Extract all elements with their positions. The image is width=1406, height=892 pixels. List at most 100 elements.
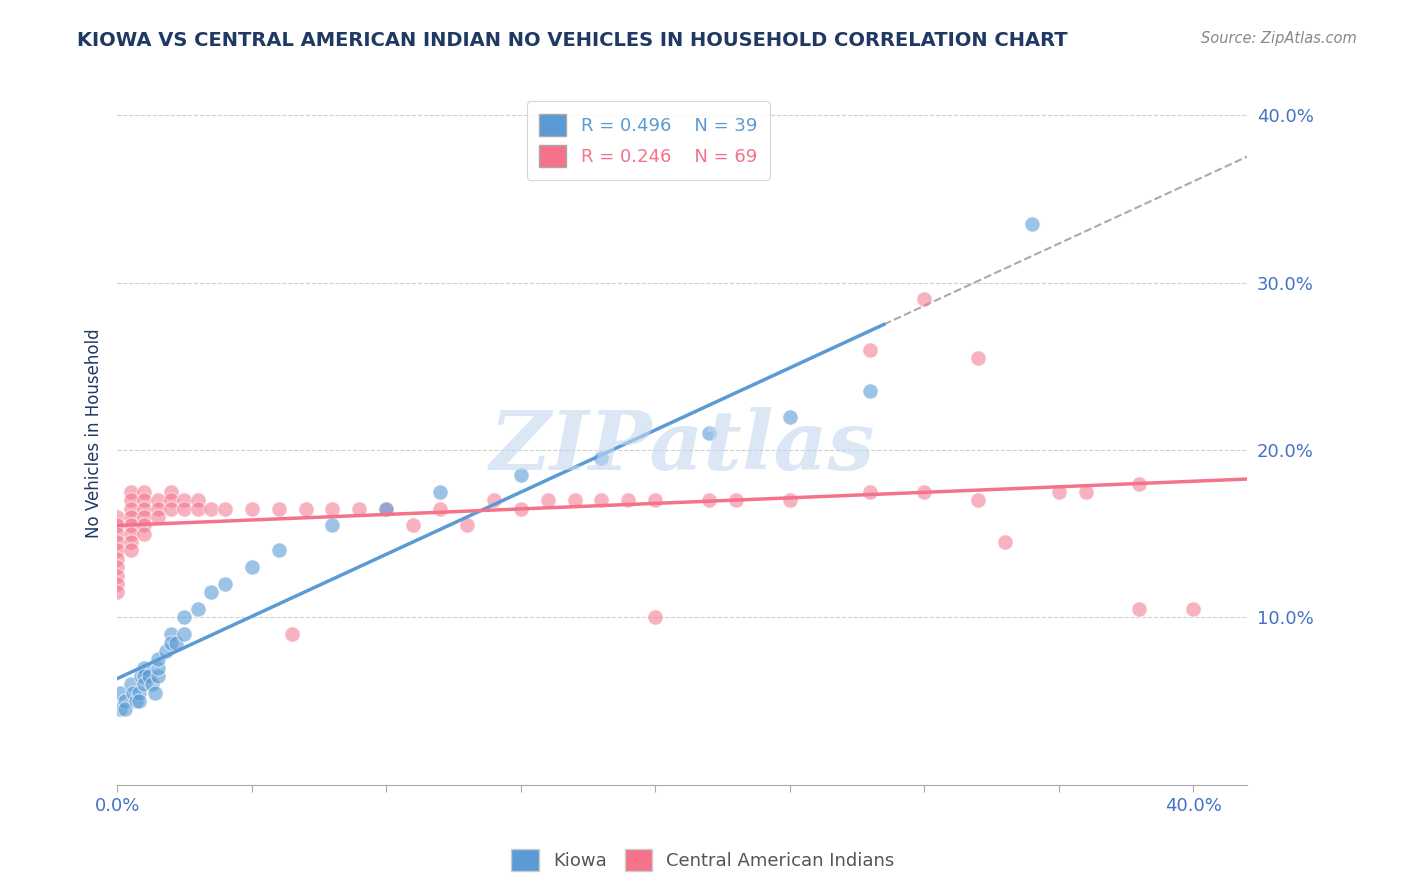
Point <box>912 484 935 499</box>
Point <box>146 510 169 524</box>
Point <box>859 384 882 399</box>
Y-axis label: No Vehicles in Household: No Vehicles in Household <box>86 328 103 538</box>
Point <box>509 468 531 483</box>
Text: ZIPatlas: ZIPatlas <box>489 408 875 487</box>
Point <box>155 644 177 658</box>
Point <box>120 518 142 533</box>
Point <box>644 610 666 624</box>
Point <box>429 484 451 499</box>
Point <box>141 677 163 691</box>
Point <box>160 484 183 499</box>
Point <box>173 501 195 516</box>
Point <box>132 660 155 674</box>
Point <box>160 627 183 641</box>
Point <box>120 501 142 516</box>
Point <box>114 702 136 716</box>
Legend: Kiowa, Central American Indians: Kiowa, Central American Indians <box>505 842 901 879</box>
Point <box>1182 602 1205 616</box>
Point <box>375 501 398 516</box>
Point <box>859 484 882 499</box>
Point <box>967 493 990 508</box>
Point <box>779 409 801 424</box>
Point <box>132 484 155 499</box>
Point <box>132 677 155 691</box>
Point <box>240 501 263 516</box>
Point <box>160 493 183 508</box>
Point <box>108 686 131 700</box>
Point <box>591 493 613 508</box>
Point <box>143 686 166 700</box>
Point <box>132 526 155 541</box>
Point <box>105 585 128 599</box>
Point <box>321 518 343 533</box>
Point <box>536 493 558 508</box>
Point <box>349 501 371 516</box>
Point <box>105 526 128 541</box>
Point <box>591 451 613 466</box>
Point <box>160 501 183 516</box>
Point <box>132 493 155 508</box>
Point <box>131 669 153 683</box>
Point <box>146 501 169 516</box>
Point <box>214 501 236 516</box>
Point <box>187 602 209 616</box>
Point <box>214 577 236 591</box>
Point <box>1021 217 1043 231</box>
Point <box>429 501 451 516</box>
Point <box>267 501 290 516</box>
Point <box>120 677 142 691</box>
Point <box>912 293 935 307</box>
Point <box>187 493 209 508</box>
Point <box>105 535 128 549</box>
Point <box>105 518 128 533</box>
Point <box>456 518 478 533</box>
Point <box>1074 484 1097 499</box>
Point <box>146 493 169 508</box>
Point <box>105 543 128 558</box>
Text: KIOWA VS CENTRAL AMERICAN INDIAN NO VEHICLES IN HOUSEHOLD CORRELATION CHART: KIOWA VS CENTRAL AMERICAN INDIAN NO VEHI… <box>77 31 1069 50</box>
Point <box>644 493 666 508</box>
Point <box>617 493 640 508</box>
Point <box>132 669 155 683</box>
Point <box>724 493 747 508</box>
Point <box>967 351 990 365</box>
Point <box>128 686 150 700</box>
Point <box>187 501 209 516</box>
Point <box>128 694 150 708</box>
Point <box>509 501 531 516</box>
Point <box>105 568 128 582</box>
Point <box>697 493 720 508</box>
Point <box>132 510 155 524</box>
Point <box>132 518 155 533</box>
Point <box>402 518 425 533</box>
Point <box>105 510 128 524</box>
Point <box>105 551 128 566</box>
Point <box>859 343 882 357</box>
Point <box>165 635 187 649</box>
Point <box>281 627 304 641</box>
Point <box>120 510 142 524</box>
Point <box>105 560 128 574</box>
Point <box>108 702 131 716</box>
Point <box>146 652 169 666</box>
Point <box>114 694 136 708</box>
Point <box>564 493 586 508</box>
Point <box>173 610 195 624</box>
Text: Source: ZipAtlas.com: Source: ZipAtlas.com <box>1201 31 1357 46</box>
Point <box>375 501 398 516</box>
Point <box>482 493 505 508</box>
Point <box>120 535 142 549</box>
Point <box>120 484 142 499</box>
Point <box>294 501 316 516</box>
Point <box>138 669 160 683</box>
Point <box>1128 602 1150 616</box>
Point <box>122 686 145 700</box>
Point <box>120 543 142 558</box>
Point <box>173 627 195 641</box>
Point <box>146 669 169 683</box>
Point <box>994 535 1017 549</box>
Point <box>132 501 155 516</box>
Point <box>321 501 343 516</box>
Legend: R = 0.496    N = 39, R = 0.246    N = 69: R = 0.496 N = 39, R = 0.246 N = 69 <box>527 102 770 180</box>
Point <box>240 560 263 574</box>
